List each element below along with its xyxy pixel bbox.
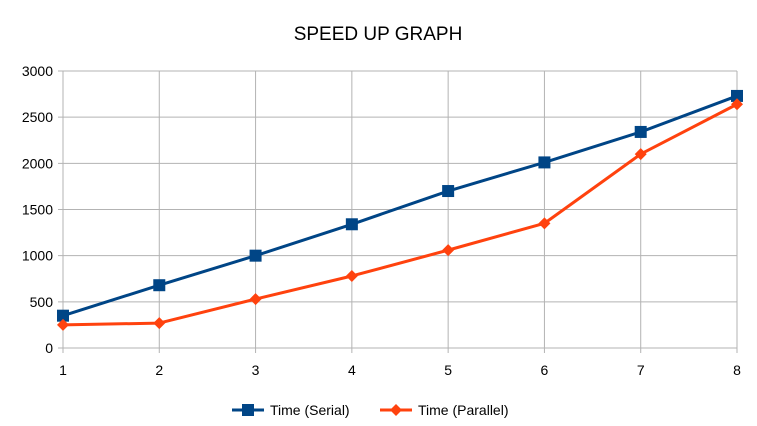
y-tick-label: 2000 [22, 155, 53, 171]
series-2-point [57, 318, 69, 331]
y-tick-label: 1500 [22, 202, 53, 218]
plot-gridlines [58, 70, 738, 353]
series-2-point [345, 269, 358, 282]
x-tick-label: 8 [733, 362, 741, 378]
series-2-point [731, 98, 743, 111]
y-tick-label: 500 [30, 294, 54, 310]
series-1-point [442, 185, 455, 198]
x-tick-label: 1 [59, 362, 67, 378]
chart-legend: Time (Serial) Time (Parallel) [232, 402, 509, 418]
x-tick-label: 6 [541, 362, 549, 378]
plot-series [57, 89, 743, 331]
series-1-point [249, 249, 262, 262]
x-tick-label: 2 [155, 362, 163, 378]
legend-label-2: Time (Parallel) [418, 402, 509, 418]
plot-axes: 0 500 1000 1500 2000 2500 3000 1 2 3 4 5 6 7 8 [22, 63, 741, 378]
series-1-point [345, 218, 358, 231]
y-tick-label: 0 [45, 340, 53, 356]
series-line-1 [62, 94, 738, 318]
series-1-point [153, 279, 166, 292]
legend-marker-2 [390, 404, 402, 416]
series-2-point [634, 148, 647, 161]
x-tick-label: 4 [348, 362, 356, 378]
series-1-point [634, 125, 647, 138]
y-tick-label: 2500 [22, 109, 53, 125]
series-line-2 [62, 102, 738, 327]
series-2-point [538, 217, 551, 230]
y-tick-label: 3000 [22, 63, 53, 79]
series-1-point [538, 156, 551, 169]
x-tick-label: 3 [252, 362, 260, 378]
y-tick-label: 1000 [22, 248, 53, 264]
legend-label-1: Time (Serial) [270, 402, 350, 418]
series-2-point [442, 244, 455, 257]
x-tick-label: 5 [444, 362, 452, 378]
chart-title: SPEED UP GRAPH [294, 24, 463, 45]
series-2-point [153, 317, 166, 330]
series-1-point [57, 309, 69, 322]
series-2-point [249, 293, 262, 306]
legend-marker-1 [242, 404, 254, 416]
x-tick-label: 7 [637, 362, 645, 378]
series-1-point [731, 89, 743, 102]
